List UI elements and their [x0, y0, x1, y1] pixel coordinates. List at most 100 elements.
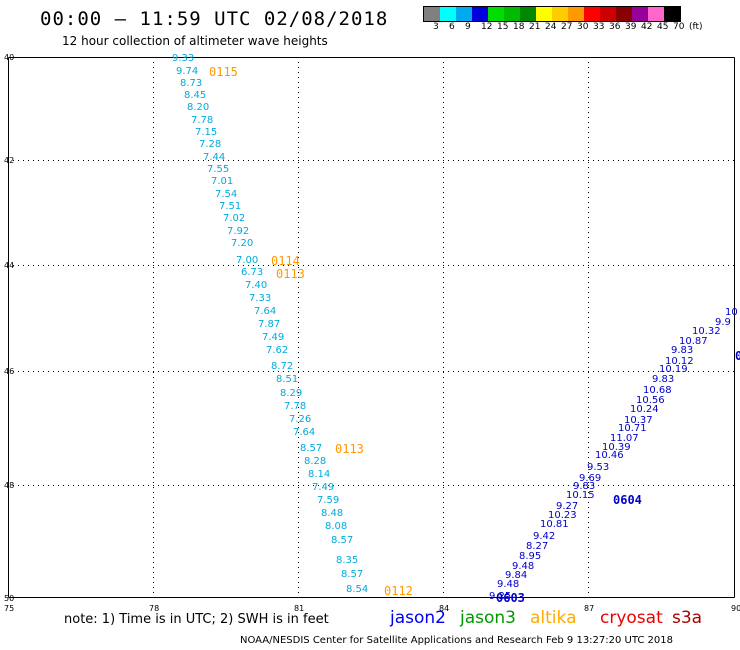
swh-value: 9.27 — [556, 501, 579, 512]
swh-value: 7.01 — [211, 176, 234, 187]
swh-value: 7.59 — [317, 495, 340, 506]
swh-value: 8.57 — [331, 535, 354, 546]
swh-value: 11.07 — [610, 433, 639, 444]
swh-value: 8.45 — [184, 90, 207, 101]
x-tick-label: 81 — [294, 604, 305, 613]
scale-swatch — [424, 7, 440, 21]
swh-value: 7.28 — [199, 139, 222, 150]
scale-label: 15 — [497, 22, 509, 32]
page-title: 00:00 – 11:59 UTC 02/08/2018 — [40, 8, 389, 30]
color-scale-bar — [423, 6, 681, 22]
swh-value: 9.83 — [652, 374, 675, 385]
pass-time-label: 0 — [735, 349, 740, 363]
swh-value: 8.57 — [341, 569, 364, 580]
scale-label: (ft) — [689, 22, 703, 32]
swh-value: 7.49 — [262, 332, 285, 343]
swh-value: 8.35 — [336, 555, 359, 566]
swh-value: 7.64 — [254, 306, 277, 317]
x-tick-label: 78 — [149, 604, 160, 613]
pass-time-label: 0115 — [209, 65, 238, 79]
units-note: note: 1) Time is in UTC; 2) SWH is in fe… — [64, 612, 329, 627]
swh-value: 10.87 — [679, 336, 708, 347]
swh-value: 7.55 — [207, 164, 230, 175]
swh-value: 9.84 — [505, 570, 528, 581]
swh-value: 7.49 — [312, 482, 335, 493]
swh-value: 9.83 — [671, 345, 694, 356]
swh-value: 9.9 — [715, 317, 731, 328]
swh-value: 9.48 — [512, 561, 535, 572]
pass-time-label: 0604 — [613, 493, 642, 507]
y-tick-label: 40 — [4, 53, 15, 62]
swh-value: 10.24 — [630, 404, 659, 415]
swh-value: 7.92 — [227, 226, 250, 237]
swh-value: 7.40 — [245, 280, 268, 291]
footer-credit: NOAA/NESDIS Center for Satellite Applica… — [240, 635, 673, 646]
scale-label: 45 — [657, 22, 669, 32]
map-grid — [8, 57, 735, 598]
page-subtitle: 12 hour collection of altimeter wave hei… — [62, 34, 328, 48]
swh-value: 7.62 — [266, 345, 289, 356]
swh-value: 8.08 — [325, 521, 348, 532]
swh-value: 8.28 — [304, 456, 327, 467]
map-plot-area — [8, 57, 735, 598]
pass-time-label: 0114 — [271, 254, 300, 268]
swh-value: 8.27 — [526, 541, 549, 552]
swh-value: 10.12 — [665, 356, 694, 367]
swh-value: 9.33 — [172, 53, 195, 64]
scale-swatch — [616, 7, 632, 21]
swh-value: 9.53 — [587, 462, 610, 473]
swh-value: 8.72 — [271, 361, 294, 372]
scale-label: 27 — [561, 22, 573, 32]
scale-label: 21 — [529, 22, 541, 32]
swh-value: 7.78 — [284, 401, 307, 412]
swh-value: 7.20 — [231, 238, 254, 249]
scale-swatch — [536, 7, 552, 21]
swh-value: 8.95 — [519, 551, 542, 562]
scale-swatch — [584, 7, 600, 21]
swh-value: 7.02 — [223, 213, 246, 224]
swh-value: 7.44 — [203, 152, 226, 163]
scale-swatch — [504, 7, 520, 21]
swh-value: 7.51 — [219, 201, 242, 212]
y-tick-label: 44 — [4, 261, 15, 270]
swh-value: 10.71 — [618, 423, 647, 434]
y-tick-label: 46 — [4, 367, 15, 376]
x-tick-label: 90 — [731, 604, 740, 613]
x-tick-label: 84 — [439, 604, 450, 613]
scale-swatch — [440, 7, 456, 21]
swh-value: 9.83 — [573, 481, 596, 492]
pass-time-label: 0113 — [335, 442, 364, 456]
swh-value: 10.81 — [540, 519, 569, 530]
satellite-legend-cryosat: cryosat — [600, 608, 663, 628]
swh-value: 7.26 — [289, 414, 312, 425]
scale-swatch — [520, 7, 536, 21]
swh-value: 6.73 — [241, 267, 264, 278]
pass-time-label: 0113 — [276, 267, 305, 281]
scale-swatch — [600, 7, 616, 21]
scale-label: 42 — [641, 22, 653, 32]
swh-value: 9.48 — [497, 579, 520, 590]
scale-label: 39 — [625, 22, 637, 32]
swh-value: 8.57 — [300, 443, 323, 454]
scale-label: 36 — [609, 22, 621, 32]
swh-value: 10.23 — [548, 510, 577, 521]
scale-swatch — [568, 7, 584, 21]
swh-value: 8.54 — [346, 584, 369, 595]
swh-value: 8.73 — [180, 78, 203, 89]
scale-swatch — [488, 7, 504, 21]
scale-label: 70 — [673, 22, 685, 32]
swh-value: 7.33 — [249, 293, 272, 304]
swh-value: 7.87 — [258, 319, 281, 330]
scale-label: 6 — [449, 22, 455, 32]
swh-value: 10.15 — [566, 490, 595, 501]
scale-swatch — [632, 7, 648, 21]
scale-swatch — [648, 7, 664, 21]
scale-swatch — [664, 7, 680, 21]
scale-swatch — [456, 7, 472, 21]
pass-time-label: 0603 — [496, 591, 525, 605]
scale-label: 18 — [513, 22, 525, 32]
swh-value: 8.51 — [276, 374, 299, 385]
scale-label: 30 — [577, 22, 589, 32]
swh-value: 8.20 — [187, 102, 210, 113]
satellite-legend-altika: altika — [530, 608, 577, 628]
